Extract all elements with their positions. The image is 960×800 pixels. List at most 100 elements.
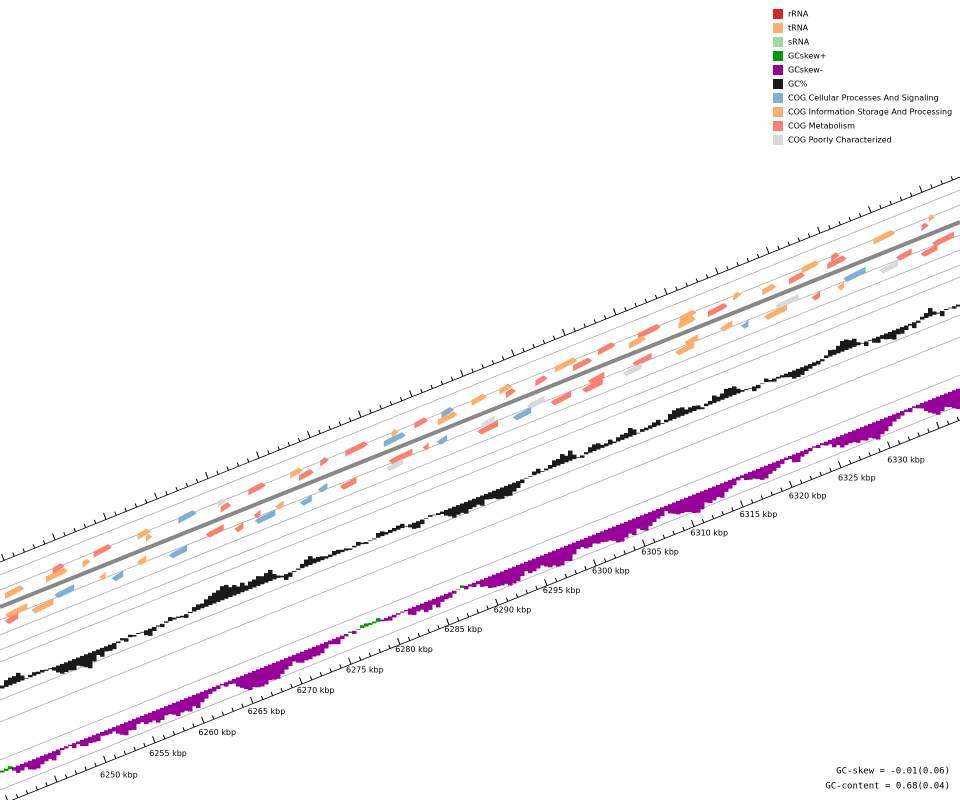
plot-bar [760,383,765,384]
plot-bar [176,701,181,717]
gene [386,458,403,472]
plot-bar [212,686,217,692]
tick [329,668,332,673]
tick [511,349,515,357]
plot-bar [64,662,69,672]
tick [348,657,352,665]
plot-bar [896,412,901,419]
plot-bar [640,429,645,432]
plot-bar [120,638,125,641]
tick [456,617,460,622]
plot-bar [24,678,29,680]
plot-bar [136,633,141,634]
plot-bar [792,454,797,463]
gene [535,375,548,387]
tick [201,716,205,724]
gene [554,357,578,373]
plot-bar [580,539,585,548]
plot-bar [372,621,377,624]
plot-bar [236,586,241,594]
tick [407,636,411,641]
plot-bar [804,449,809,455]
tick [450,376,454,381]
gene [414,417,429,429]
tick [799,479,803,484]
plot-bar [180,699,185,713]
gene [54,584,75,599]
legend-label: rRNA [788,10,809,19]
plot-bar [300,651,305,663]
plot-bar [408,608,413,615]
tick [369,409,372,414]
plot-bar [908,323,913,326]
plot-bar [604,443,609,447]
legend-label: COG Metabolism [788,122,855,131]
tick [715,267,719,275]
tick [205,471,209,479]
plot-bar [884,333,889,340]
plot-bar [428,600,433,610]
plot-bar [536,557,541,569]
plot-bar [528,560,533,574]
gene [168,544,188,559]
plot-bar [744,389,749,391]
tick [277,446,280,451]
plot-bar [452,506,457,518]
tick [440,380,444,385]
plot-bar [720,483,725,498]
plot-bar [888,415,893,427]
gene [145,533,153,543]
plot-bar [336,637,341,645]
plot-bar [764,378,769,383]
plot-bar [216,685,221,689]
tick [654,294,658,299]
tick [103,512,107,520]
plot-bar [316,645,321,656]
tick [828,225,831,230]
plot-bar [100,647,105,657]
tick [287,441,291,447]
tick [12,552,15,557]
plot-bar [88,736,93,743]
plot-bar [796,368,801,378]
plot-bar [328,554,333,557]
tick [583,323,586,328]
tick [182,727,185,732]
tick [515,593,519,598]
plot-bar [148,628,153,636]
plot-bar [540,471,545,472]
tick [328,425,331,430]
plot-bar [920,403,925,409]
tick [74,770,78,775]
gene [707,303,728,318]
gene [441,406,455,418]
plot-bar [620,434,625,440]
plot-bar [776,376,781,379]
plot-bar [244,674,249,690]
tick [231,707,234,712]
plot-bar [240,675,245,688]
plot-bar [124,638,129,642]
plot-bar [112,727,117,732]
gene [801,260,820,274]
legend-label: GC% [788,80,808,89]
plot-bar [816,444,821,449]
tick [476,609,479,614]
plot-bar [340,549,345,553]
tick [889,200,892,205]
plot-bar [36,757,41,769]
plot-bar [932,398,937,414]
gene [588,371,605,385]
kbp-label: 6250 kbp [100,771,138,780]
plot-bar [172,617,177,620]
plot-bar [264,666,269,685]
plot-bar [404,609,409,612]
plot-bar [676,500,681,515]
plot-bar [424,517,429,519]
plot-bar [852,338,857,347]
plot-bar [476,581,481,585]
plot-bar [916,404,921,409]
plot-bar [564,455,569,463]
plot-bar [52,751,57,761]
gene [788,272,806,285]
